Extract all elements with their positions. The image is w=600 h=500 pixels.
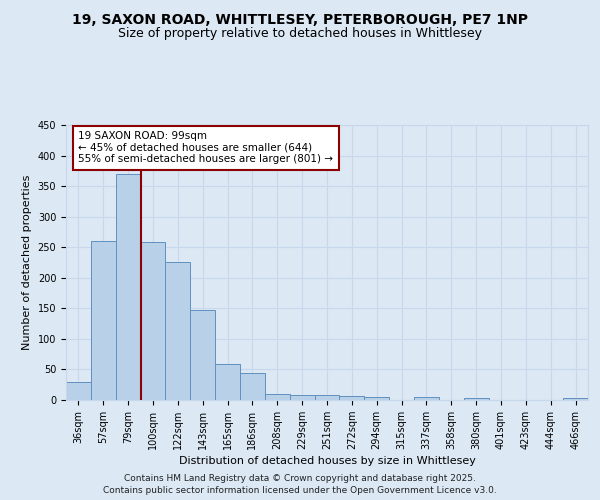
Text: 19 SAXON ROAD: 99sqm
← 45% of detached houses are smaller (644)
55% of semi-deta: 19 SAXON ROAD: 99sqm ← 45% of detached h… <box>79 131 334 164</box>
Bar <box>290 394 314 400</box>
Bar <box>314 394 340 400</box>
Bar <box>91 240 116 400</box>
Bar <box>265 394 290 400</box>
Bar <box>340 396 364 400</box>
Bar <box>190 310 215 400</box>
Y-axis label: Number of detached properties: Number of detached properties <box>22 175 32 350</box>
Bar <box>166 262 190 400</box>
Bar <box>66 382 91 400</box>
Text: 19, SAXON ROAD, WHITTLESEY, PETERBOROUGH, PE7 1NP: 19, SAXON ROAD, WHITTLESEY, PETERBOROUGH… <box>72 12 528 26</box>
Bar <box>215 364 240 400</box>
Bar <box>563 398 588 400</box>
Bar <box>116 174 140 400</box>
Bar <box>364 397 389 400</box>
X-axis label: Distribution of detached houses by size in Whittlesey: Distribution of detached houses by size … <box>179 456 475 466</box>
Bar <box>140 242 166 400</box>
Text: Contains HM Land Registry data © Crown copyright and database right 2025.
Contai: Contains HM Land Registry data © Crown c… <box>103 474 497 495</box>
Bar <box>464 398 488 400</box>
Bar <box>240 373 265 400</box>
Text: Size of property relative to detached houses in Whittlesey: Size of property relative to detached ho… <box>118 28 482 40</box>
Bar <box>414 397 439 400</box>
